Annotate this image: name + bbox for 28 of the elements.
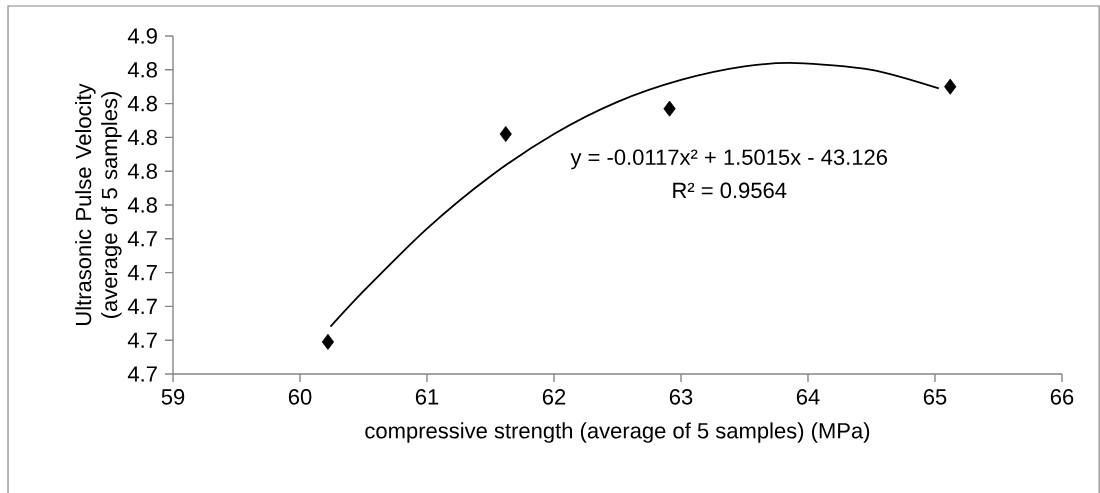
point bbox=[944, 78, 957, 95]
y-tick-label: 4.8 bbox=[127, 62, 157, 78]
x-tick-label: 60 bbox=[288, 389, 312, 405]
x-axis-title: compressive strength (average of 5 samples) (MPa) bbox=[365, 422, 870, 443]
x-tick-label: 59 bbox=[161, 389, 185, 405]
y-tick-label: 4.8 bbox=[127, 129, 157, 146]
x-tick-label: 62 bbox=[542, 389, 566, 405]
y-tick-label: 4.8 bbox=[127, 163, 157, 179]
y-tick-label: 4.7 bbox=[127, 265, 157, 281]
y-tick-label: 4.7 bbox=[127, 366, 157, 382]
point bbox=[321, 333, 335, 350]
point bbox=[663, 100, 676, 117]
line-series bbox=[329, 62, 940, 328]
annotation: y = -0.0117x² + 1.5015x - 43.126 bbox=[570, 149, 888, 170]
annotation: R² = 0.9564 bbox=[673, 182, 787, 199]
x-tick-label: 61 bbox=[415, 389, 439, 405]
y-tick-label: 4.9 bbox=[127, 28, 157, 44]
y-axis-title: Ultrasonic Pulse Velocity (average of 5 samples) bbox=[75, 83, 122, 325]
x-tick-label: 65 bbox=[923, 389, 947, 405]
y-tick-label: 4.7 bbox=[127, 231, 157, 247]
x-tick-label: 66 bbox=[1050, 389, 1074, 405]
y-tick-label: 4.7 bbox=[127, 298, 157, 314]
point bbox=[499, 126, 512, 143]
x-tick-label: 63 bbox=[669, 389, 693, 405]
y-tick-label: 4.8 bbox=[127, 197, 157, 213]
y-tick-label: 4.8 bbox=[127, 95, 157, 112]
x-tick-label: 64 bbox=[796, 389, 820, 405]
y-tick-label: 4.7 bbox=[127, 332, 157, 348]
